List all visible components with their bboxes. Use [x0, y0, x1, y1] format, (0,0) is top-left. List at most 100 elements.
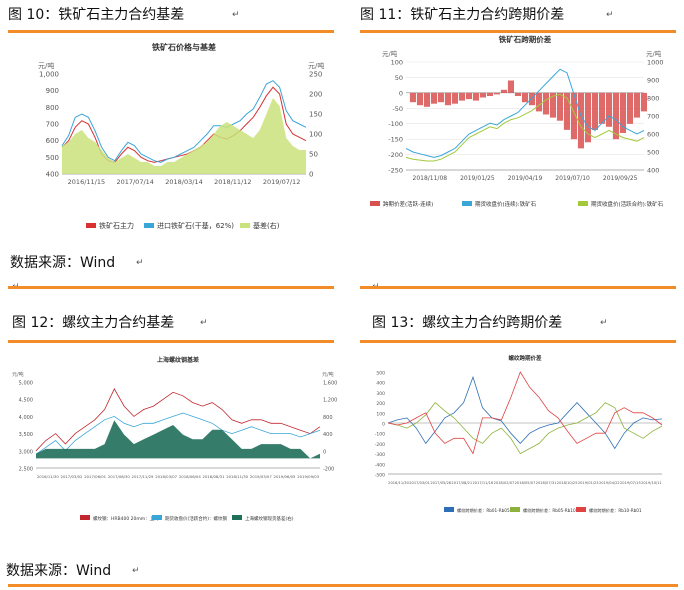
legend-swatch: [510, 507, 520, 512]
spread-bar: [521, 92, 528, 103]
x-tick-label: 2017/05/26: [430, 481, 451, 485]
legend-label: 期货收盘价(活跃合约):铁矿石: [591, 200, 664, 208]
legend-swatch: [444, 507, 454, 512]
legend-swatch: [578, 201, 588, 206]
orange-rule: [8, 584, 678, 587]
x-tick-label: 2017/03/01: [409, 481, 430, 485]
legend-label: 上海螺纹钢现货基差(右): [245, 515, 294, 522]
spread-bar: [479, 92, 486, 98]
y-tick-label-left: 3,000: [19, 449, 33, 455]
x-tick-label: 2019/07/10: [555, 175, 590, 182]
spread-bar: [591, 92, 598, 130]
series-line-2: [61, 80, 307, 163]
y-tick-label-right: 100: [309, 131, 322, 139]
legend-label: 期货收盘价(活跃合约)：螺纹钢: [165, 515, 228, 522]
y-tick-label-right: 400: [323, 432, 333, 438]
y-axis-label-right: 元/吨: [646, 49, 662, 58]
y-tick-label-left: 1,000: [39, 71, 59, 79]
y-tick-label-left: -300: [375, 452, 385, 458]
y-tick-label-left: 600: [46, 137, 59, 145]
orange-rule: [8, 340, 334, 343]
x-tick-label: 2019/01/23: [578, 481, 599, 485]
spread-bar: [500, 89, 507, 93]
x-tick-label: 2017/11/16: [472, 481, 493, 485]
spread-bar: [598, 92, 605, 124]
x-tick-label: 2018/11/12: [214, 178, 251, 186]
rebar-spread-chart: 螺纹跨期价差 500 400 300 200 100 0 -100 -200 -300 -400 -5…: [375, 354, 663, 514]
y-tick-label-left: -100: [375, 432, 385, 438]
spread-bar: [612, 92, 619, 140]
y-tick-label-left: 400: [46, 171, 59, 179]
spread-bar: [542, 92, 549, 115]
legend-swatch: [370, 201, 380, 206]
x-tick-label: 2017/11/29: [132, 474, 154, 479]
legend-swatch: [80, 515, 90, 520]
spread-bar: [584, 92, 591, 143]
spread-bar: [549, 92, 556, 118]
figure-title-10: 图 10：铁矿石主力合约基差: [8, 7, 185, 23]
legend-swatch: [576, 507, 586, 512]
spread-bar: [633, 92, 640, 118]
legend-label: 基差(右): [253, 221, 280, 230]
x-tick-label: 2016/11/30: [388, 481, 409, 485]
x-tick-label: 2018/03/14: [165, 178, 202, 186]
y-tick-label-left: -100: [388, 120, 403, 128]
y-tick-label-left: 800: [46, 104, 59, 112]
para-mark: ↵: [606, 10, 614, 20]
spread-bar: [626, 92, 633, 124]
y-axis-label-right: 元/吨: [322, 371, 334, 378]
spread-bar: [472, 92, 479, 101]
y-tick-label-left: 400: [376, 381, 385, 387]
y-tick-label-right: 1,200: [323, 398, 337, 404]
x-tick-label: 2017/03/02: [61, 474, 83, 479]
x-tick-label: 2016/11/15: [68, 178, 105, 186]
y-tick-label-right: 50: [309, 151, 318, 159]
spread-bar: [444, 92, 451, 106]
y-axis-label-left: 元/吨: [12, 371, 24, 378]
x-tick-label: 2018/05/07: [515, 481, 536, 485]
series-line-1: [387, 375, 663, 450]
spread-bar: [486, 92, 493, 96]
spread-bar: [458, 92, 465, 101]
x-tick-label: 2017/07/14: [116, 178, 153, 186]
para-mark: ↵: [132, 566, 140, 576]
data-source: 数据来源：Wind: [10, 255, 116, 271]
y-tick-label-right: -200: [323, 467, 334, 473]
x-tick-label: 2017/08/30: [108, 474, 130, 479]
spread-bar: [493, 92, 500, 95]
figure-title-12: 图 12：螺纹主力合约基差: [12, 315, 175, 331]
series-line-2: [35, 412, 321, 455]
x-tick-label: 2017/06/01: [84, 474, 106, 479]
x-tick-label: 2019/01/25: [460, 175, 495, 182]
legend-label: 螺纹钢：HRB400 20mm：上海: [93, 515, 159, 522]
series-area-3: [36, 420, 320, 459]
series-line-3: [405, 93, 645, 162]
chart-title: 上海螺纹钢基差: [157, 356, 199, 364]
y-tick-label-left: -500: [375, 473, 385, 479]
y-axis-label-left: 元/吨: [382, 49, 398, 58]
orange-rule: [360, 30, 676, 33]
x-tick-label: 2018/10/25: [557, 481, 578, 485]
spread-bar: [514, 92, 521, 96]
x-tick-label: 2018/07/31: [536, 481, 557, 485]
y-tick-label-right: 900: [647, 77, 659, 85]
y-tick-label-left: 300: [376, 391, 385, 397]
y-tick-label-right: 200: [309, 91, 322, 99]
spread-bar: [437, 92, 444, 103]
spread-bar: [451, 92, 458, 104]
data-source: 数据来源：Wind: [6, 563, 112, 579]
legend-label: 铁矿石主力: [99, 221, 134, 230]
y-tick-label-left: -200: [375, 442, 385, 448]
y-tick-label-left: 700: [46, 121, 59, 129]
y-tick-label-right: 600: [647, 131, 659, 139]
y-tick-label-left: 100: [376, 411, 385, 417]
y-tick-label-right: 1,600: [323, 381, 337, 387]
spread-bar: [563, 92, 570, 130]
legend-label: 进口铁矿石(干基，62%): [157, 221, 234, 230]
x-tick-label: 2017/08/21: [451, 481, 472, 485]
y-tick-label-right: 0: [323, 449, 326, 455]
legend-swatch: [240, 223, 250, 228]
